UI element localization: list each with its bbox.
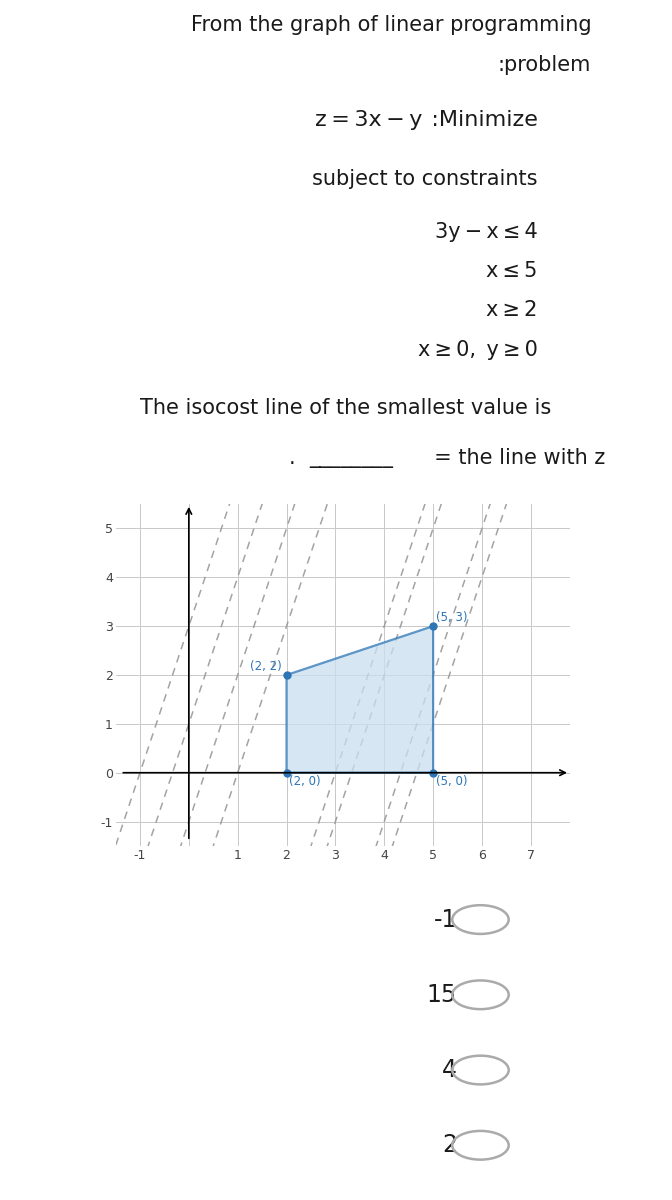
- Text: The isocost line of the smallest value is: The isocost line of the smallest value i…: [140, 398, 551, 419]
- Text: ________: ________: [309, 448, 393, 468]
- Polygon shape: [286, 626, 433, 773]
- Text: x ≥ 0, y ≥ 0: x ≥ 0, y ≥ 0: [418, 340, 538, 360]
- Text: x ≥ 2: x ≥ 2: [487, 300, 538, 319]
- Text: 4: 4: [442, 1058, 457, 1082]
- Text: (2, 0): (2, 0): [289, 775, 321, 788]
- Text: z = 3x − y  :Minimize: z = 3x − y :Minimize: [314, 109, 538, 130]
- Text: From the graph of linear programming: From the graph of linear programming: [191, 14, 591, 35]
- Text: = the line with z: = the line with z: [430, 448, 605, 468]
- Text: :problem: :problem: [498, 55, 591, 74]
- Text: x ≤ 5: x ≤ 5: [487, 262, 538, 282]
- Text: 2: 2: [442, 1133, 457, 1157]
- Text: 3y − x ≤ 4: 3y − x ≤ 4: [435, 222, 538, 241]
- Text: (5, 0): (5, 0): [435, 775, 467, 788]
- Text: -1: -1: [433, 907, 457, 931]
- Text: (5, 3): (5, 3): [435, 611, 467, 624]
- Text: 15: 15: [427, 983, 457, 1007]
- Text: (2, 2): (2, 2): [250, 660, 282, 672]
- Text: .: .: [289, 448, 296, 468]
- Text: subject to constraints: subject to constraints: [312, 169, 538, 190]
